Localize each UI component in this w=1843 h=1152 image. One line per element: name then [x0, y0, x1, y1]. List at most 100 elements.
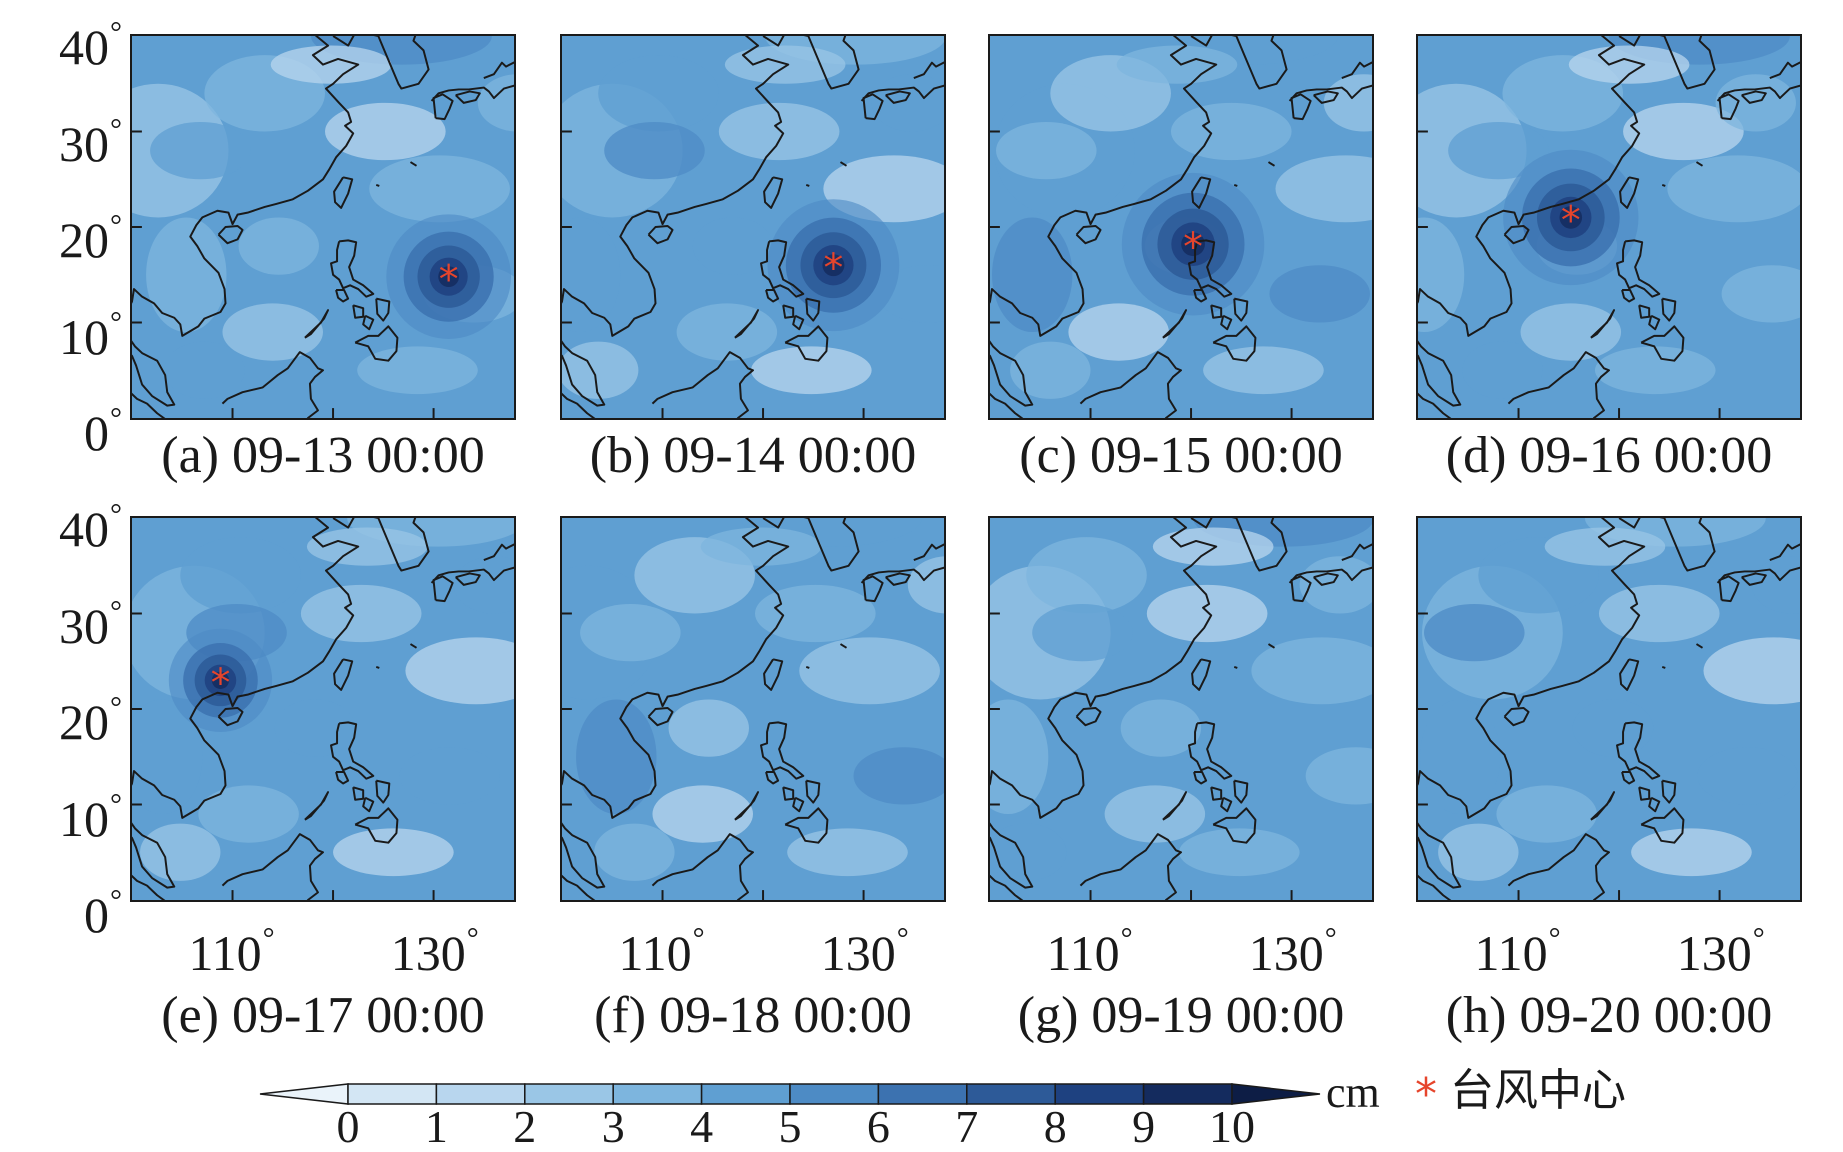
map-panel-b: * — [560, 34, 946, 420]
colorbar-tick-label: 0 — [336, 1101, 360, 1152]
panel-caption-b: (b) 09-14 00:00 — [589, 427, 917, 484]
coastline — [132, 392, 166, 418]
panel-caption-c: (c) 09-15 00:00 — [1019, 427, 1343, 484]
field-patch — [333, 828, 454, 877]
coastline — [1288, 566, 1372, 584]
coastline — [734, 309, 760, 339]
coastline — [483, 61, 514, 79]
coastline — [330, 239, 375, 298]
coastline — [1233, 779, 1249, 804]
lon-tick-label: 130° — [820, 922, 909, 981]
field-patch — [1448, 121, 1549, 180]
coastline — [1618, 36, 1716, 90]
coastline — [1193, 771, 1208, 785]
field-patch — [1572, 699, 1654, 757]
coastline — [1716, 84, 1800, 102]
coastline — [1695, 643, 1704, 649]
coastline — [1079, 351, 1182, 418]
coastline — [1718, 93, 1740, 121]
coastline — [483, 543, 514, 561]
coastline — [354, 325, 399, 362]
coastline — [1075, 225, 1102, 245]
field-patch — [1424, 603, 1525, 662]
storm-contour — [1181, 232, 1205, 257]
coastline — [562, 392, 596, 418]
field-patch — [1068, 303, 1169, 361]
coastline — [1621, 289, 1636, 303]
storm-contour — [822, 254, 845, 277]
coastline — [885, 572, 911, 586]
field-patch — [1721, 265, 1800, 323]
coastline — [1290, 575, 1312, 603]
coastline — [839, 161, 848, 167]
coastline — [562, 518, 790, 889]
coastline — [1075, 707, 1102, 727]
coastline — [765, 771, 780, 785]
coastline — [647, 225, 674, 245]
colorbar-segment — [612, 1083, 703, 1105]
colorbar-tick-label: 1 — [424, 1101, 448, 1152]
coastline — [1190, 36, 1288, 90]
coastline — [562, 874, 596, 900]
coastline — [430, 84, 514, 102]
coastline — [1618, 518, 1716, 572]
coastline — [217, 707, 244, 727]
coastline — [862, 93, 884, 121]
field-patch — [270, 45, 392, 84]
coastline — [375, 665, 380, 669]
lon-tick-label: 110° — [1046, 922, 1133, 981]
coastline — [132, 518, 360, 889]
colorbar-extend-min — [259, 1083, 349, 1105]
coastline — [1648, 314, 1661, 331]
field-patch — [1120, 699, 1202, 757]
field-patch — [1305, 747, 1372, 805]
field-patch — [1496, 785, 1597, 843]
colorbar-tick-label: 2 — [513, 1101, 537, 1152]
field-patch — [140, 823, 221, 881]
map-svg-h — [1418, 518, 1800, 900]
coastline — [784, 807, 829, 844]
coastline — [763, 176, 784, 209]
field-patch — [325, 102, 446, 161]
field-patch — [1251, 637, 1372, 705]
map-svg-g — [990, 518, 1372, 900]
colorbar-tick-label: 8 — [1043, 1101, 1067, 1152]
coastline — [805, 297, 821, 322]
field-patch — [990, 699, 1049, 815]
lat-tick-label: 30° — [59, 112, 122, 172]
coastline — [1341, 543, 1372, 561]
colorbar-tick-label: 9 — [1132, 1101, 1156, 1152]
field-patch — [676, 303, 778, 361]
coastline — [1648, 796, 1661, 813]
coastline — [1638, 786, 1651, 801]
field-patch — [1269, 265, 1370, 323]
field-patch — [306, 527, 428, 566]
colorbar-segment — [877, 1083, 968, 1105]
map-panel-a: * — [130, 34, 516, 420]
coastline — [432, 93, 454, 121]
coastline — [1418, 874, 1452, 900]
coastline — [990, 874, 1024, 900]
lat-tick-label: 30° — [59, 594, 122, 654]
coastline — [1661, 297, 1677, 322]
field-patch — [274, 699, 356, 757]
panel-caption-e: (e) 09-17 00:00 — [161, 987, 485, 1044]
coastline — [455, 572, 481, 586]
lon-tick-label: 110° — [618, 922, 705, 981]
field-patch — [604, 121, 705, 180]
coastline — [763, 658, 784, 691]
lat-tick-label: 0° — [84, 884, 122, 943]
coastline — [409, 161, 418, 167]
typhoon-center-marker: * — [1183, 224, 1203, 270]
lat-tick-label: 10° — [59, 787, 122, 847]
coastline — [1190, 518, 1288, 572]
coastline — [409, 643, 418, 649]
map-svg-f — [562, 518, 944, 900]
field-patch — [132, 699, 203, 815]
panel-caption-f: (f) 09-18 00:00 — [594, 987, 912, 1044]
legend-symbol: * — [1415, 1069, 1437, 1120]
lon-tick-label: 130° — [1248, 922, 1337, 981]
coastline — [375, 779, 391, 804]
field-patch — [853, 747, 944, 805]
panel-caption-g: (g) 09-19 00:00 — [1017, 987, 1345, 1044]
